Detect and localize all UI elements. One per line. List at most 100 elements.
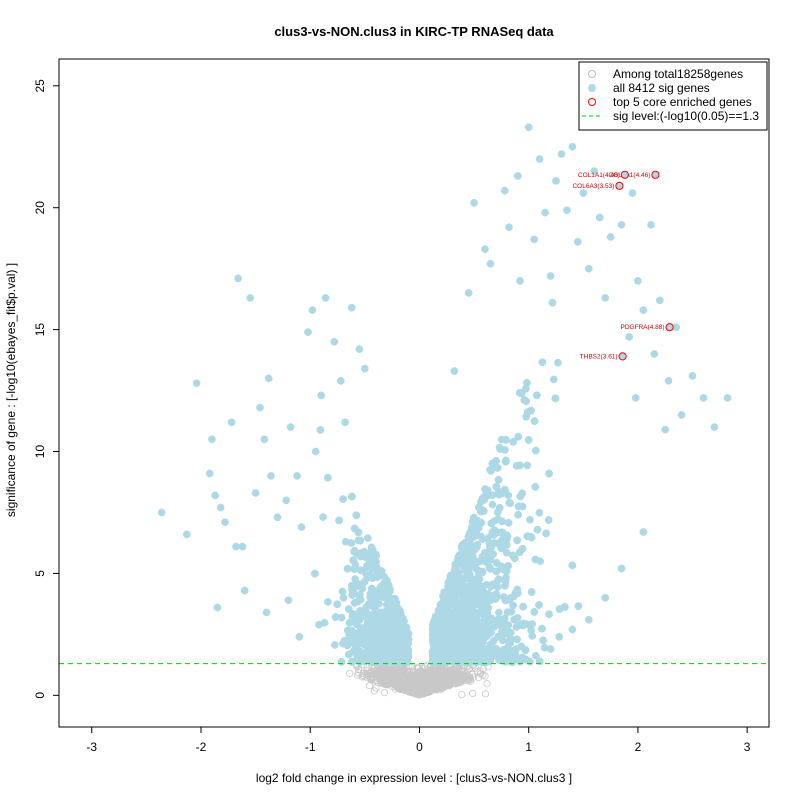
sig-point: [304, 328, 312, 336]
nonsig-point: [406, 672, 414, 680]
nonsig-point: [451, 680, 459, 688]
sig-point: [374, 592, 383, 600]
sig-point: [488, 491, 497, 500]
sig-point: [494, 475, 503, 484]
nonsig-point: [368, 675, 376, 683]
sig-point: [699, 394, 708, 402]
sig-point: [343, 564, 352, 573]
sig-point: [495, 503, 504, 512]
nonsig-point: [392, 681, 400, 690]
sig-point: [157, 508, 166, 517]
nonsig-point: [403, 680, 411, 688]
sig-point: [350, 565, 359, 573]
sig-point: [373, 631, 382, 640]
sig-point: [470, 600, 479, 608]
y-tick-label: 20: [33, 201, 47, 215]
sig-point: [531, 446, 540, 455]
sig-point: [377, 582, 385, 591]
nonsig-point: [391, 669, 400, 678]
top-gene-label: COL6A3(3.53): [572, 183, 614, 190]
chart-title: clus3-vs-NON.clus3 in KIRC-TP RNASeq dat…: [274, 24, 554, 39]
sig-point: [655, 296, 664, 305]
sig-point: [311, 447, 320, 456]
legend-sig-marker-icon: [588, 84, 596, 92]
sig-point: [539, 636, 547, 645]
sig-point: [297, 523, 306, 531]
sig-point: [458, 544, 466, 553]
sig-point: [526, 657, 534, 666]
sig-point: [519, 619, 527, 628]
nonsig-point: [401, 686, 409, 695]
sig-point: [238, 542, 247, 551]
sig-point: [522, 412, 531, 421]
sig-point: [573, 237, 582, 246]
sig-point: [532, 651, 540, 660]
nonsig-point: [464, 676, 472, 684]
sig-point: [492, 559, 501, 567]
sig-point: [464, 289, 473, 297]
sig-point: [351, 643, 360, 652]
sig-point: [477, 518, 486, 527]
sig-point: [383, 576, 391, 585]
sig-point: [545, 469, 553, 478]
sig-point: [528, 620, 536, 628]
sig-point: [354, 597, 362, 606]
sig-point: [470, 513, 478, 522]
sig-point: [374, 657, 383, 666]
sig-point: [452, 583, 461, 592]
sig-point: [381, 656, 390, 665]
nonsig-point: [367, 668, 375, 676]
sig-point: [343, 641, 352, 650]
y-tick-label: 0: [33, 692, 47, 699]
sig-point: [308, 306, 317, 314]
sig-point: [286, 423, 295, 431]
sig-point: [531, 555, 540, 564]
sig-point: [526, 515, 534, 524]
sig-point: [211, 491, 220, 500]
sig-point: [444, 639, 452, 647]
nonsig-point: [376, 671, 384, 679]
sig-point: [552, 177, 560, 185]
top-gene-label: PDGFRA(4.88): [621, 324, 665, 331]
sig-point: [216, 503, 225, 512]
sig-point: [315, 620, 323, 629]
nonsig-point: [457, 672, 465, 680]
nonsig-point: [454, 678, 463, 687]
top-gene-point: [651, 170, 660, 179]
sig-point: [555, 632, 564, 641]
sig-point: [470, 198, 478, 207]
y-tick-label: 5: [33, 570, 47, 577]
sig-point: [348, 581, 356, 590]
sig-point: [373, 573, 382, 581]
legend-sigline-label: sig level:(-log10(0.05)==1.3: [613, 109, 759, 123]
nonsig-point: [396, 680, 404, 688]
sig-point: [339, 593, 348, 602]
sig-point: [372, 645, 381, 654]
sig-point: [568, 561, 577, 570]
sig-point: [514, 510, 522, 519]
sig-point: [486, 259, 495, 268]
sig-point: [482, 550, 491, 559]
top-gene-label: COL5A1(4.46): [608, 172, 650, 179]
sig-point: [500, 186, 509, 195]
sig-point: [584, 615, 593, 624]
sig-point: [234, 274, 242, 283]
x-tick-label: 1: [525, 740, 532, 754]
sig-point: [546, 272, 555, 280]
nonsig-point: [394, 676, 402, 684]
y-tick-label: 25: [33, 79, 47, 93]
sig-point: [365, 637, 374, 645]
y-tick-label: 10: [33, 445, 47, 459]
sig-point: [530, 235, 539, 244]
nonsig-point: [444, 669, 452, 678]
sig-point: [355, 345, 364, 353]
sig-point: [493, 592, 501, 601]
sig-point: [579, 189, 588, 197]
sig-point: [366, 571, 374, 580]
sig-point: [538, 358, 547, 367]
sig-point: [451, 568, 460, 577]
legend-top-label: top 5 core enriched genes: [613, 95, 752, 109]
sig-point: [475, 657, 484, 665]
sig-point: [514, 432, 523, 441]
